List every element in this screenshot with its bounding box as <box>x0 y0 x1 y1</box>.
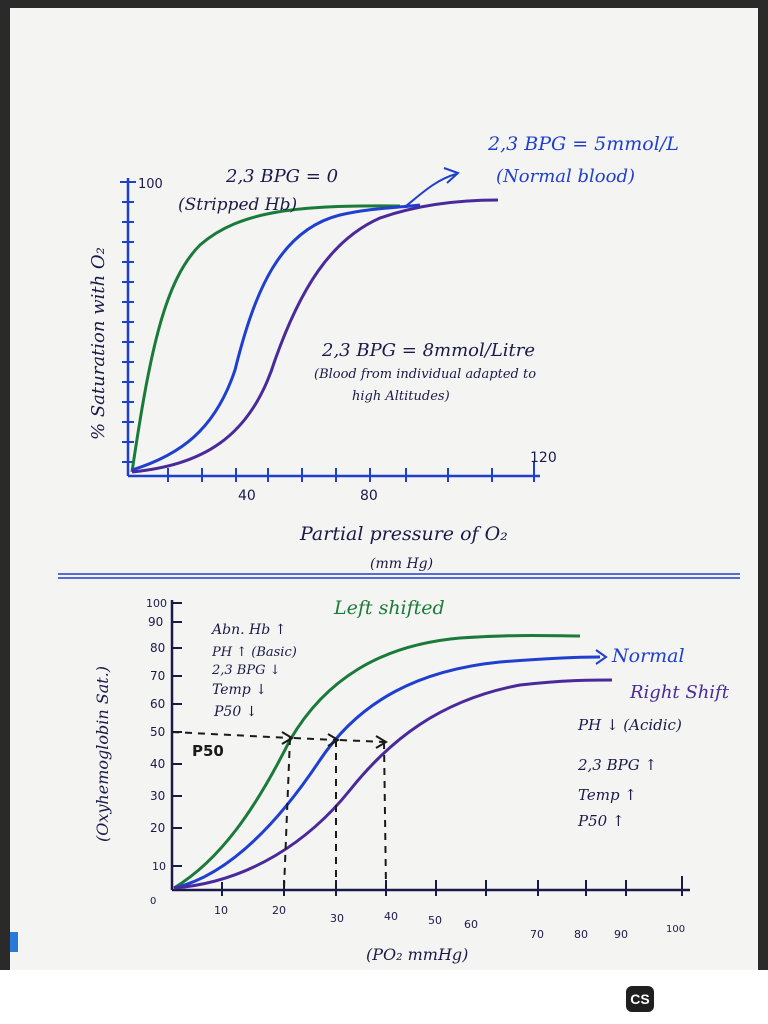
camscanner-logo-icon: CS <box>626 986 654 1012</box>
top-y-tick-100: 100 <box>138 177 163 192</box>
top-x-axis-label: Partial pressure of O₂ <box>299 523 508 545</box>
right-shift-item-3: Temp ↑ <box>578 786 637 804</box>
bottom-x-tick-70: 70 <box>530 928 544 941</box>
bottom-y-tick-20: 20 <box>150 821 165 835</box>
left-shift-title: Left shifted <box>333 597 445 619</box>
top-y-axis-label: % Saturation with O₂ <box>88 247 109 440</box>
bottom-curve-left-shifted <box>173 634 581 890</box>
left-shift-item-3: 2,3 BPG ↓ <box>211 663 281 678</box>
bottom-x-tick-10: 10 <box>214 904 228 917</box>
bottom-y-ticks <box>172 602 182 867</box>
bottom-curve-right-shifted <box>173 678 613 890</box>
notes-drawing: 100 % Saturation with O₂ 40 80 120 Parti… <box>58 133 740 964</box>
top-arrow-head <box>443 167 460 184</box>
top-x-axis-unit: (mm Hg) <box>370 556 433 572</box>
bottom-graph: (Oxyhemoglobin Sat.) 100 90 80 70 60 50 … <box>93 597 730 964</box>
top-curve-altitude <box>131 198 499 474</box>
top-sublabel-altitude-2: high Altitudes) <box>352 389 450 404</box>
bottom-x-tick-30: 30 <box>330 912 344 925</box>
bottom-y-tick-50: 50 <box>150 725 165 739</box>
left-shift-item-4: Temp ↓ <box>212 682 267 698</box>
bottom-normal-arrow-head <box>595 649 608 665</box>
top-graph: 100 % Saturation with O₂ 40 80 120 Parti… <box>88 133 679 572</box>
top-curve-stripped <box>130 204 401 473</box>
bottom-curve-normal <box>173 655 601 890</box>
p50-label: P50 <box>192 742 224 760</box>
page-edge-mark <box>10 932 18 952</box>
p50-arrow-heads <box>281 731 388 749</box>
bottom-y-tick-70: 70 <box>150 669 165 683</box>
right-shift-item-1: PH ↓ (Acidic) <box>577 716 682 734</box>
bottom-x-tick-60: 60 <box>464 918 478 931</box>
bottom-y-tick-0: 0 <box>150 896 156 907</box>
right-shift-list: PH ↓ (Acidic) 2,3 BPG ↑ Temp ↑ P50 ↑ <box>577 716 682 830</box>
right-shift-title: Right Shift <box>629 682 730 703</box>
bottom-y-tick-60: 60 <box>150 697 165 711</box>
normal-curve-label: Normal <box>611 645 685 667</box>
bottom-x-tick-40: 40 <box>384 910 398 923</box>
bottom-x-axis-label: (PO₂ mmHg) <box>366 945 468 964</box>
bottom-x-tick-50: 50 <box>428 914 442 927</box>
top-label-altitude: 2,3 BPG = 8mmol/Litre <box>321 340 535 361</box>
bottom-y-tick-100: 100 <box>146 597 167 610</box>
bottom-x-tick-20: 20 <box>272 904 286 917</box>
logo-text: CS <box>630 991 650 1007</box>
bottom-y-tick-80: 80 <box>150 641 165 655</box>
top-label-stripped: 2,3 BPG = 0 <box>225 166 338 187</box>
bottom-x-ticks <box>221 876 683 896</box>
bottom-x-tick-100: 100 <box>666 924 685 935</box>
bottom-x-tick-80: 80 <box>574 928 588 941</box>
top-label-normal: 2,3 BPG = 5mmol/L <box>487 133 679 155</box>
top-x-tick-80: 80 <box>360 488 378 504</box>
top-x-tick-120: 120 <box>530 450 557 466</box>
right-shift-item-2: 2,3 BPG ↑ <box>577 756 657 774</box>
top-sublabel-normal: (Normal blood) <box>496 166 635 187</box>
bottom-y-axis-label: (Oxyhemoglobin Sat.) <box>93 666 112 842</box>
bottom-y-tick-90: 90 <box>148 615 163 629</box>
bottom-x-tick-90: 90 <box>614 928 628 941</box>
left-shift-item-1: Abn. Hb ↑ <box>210 622 286 638</box>
bottom-y-tick-40: 40 <box>150 757 165 771</box>
top-sublabel-altitude-1: (Blood from individual adapted to <box>314 367 536 382</box>
left-shift-item-2: PH ↑ (Basic) <box>211 645 297 660</box>
left-shift-item-5: P50 ↓ <box>213 704 257 720</box>
right-shift-item-4: P50 ↑ <box>577 812 625 830</box>
bottom-y-tick-10: 10 <box>152 860 166 873</box>
top-curve-normal <box>131 203 421 472</box>
top-x-ticks <box>167 462 535 482</box>
top-arrow-to-normal-label <box>405 173 457 207</box>
p50-dashed-lines <box>171 731 387 889</box>
top-x-tick-40: 40 <box>238 488 256 504</box>
bottom-y-tick-30: 30 <box>150 789 165 803</box>
left-shift-list: Abn. Hb ↑ PH ↑ (Basic) 2,3 BPG ↓ Temp ↓ … <box>210 622 297 720</box>
top-sublabel-stripped: (Stripped Hb) <box>178 195 297 215</box>
